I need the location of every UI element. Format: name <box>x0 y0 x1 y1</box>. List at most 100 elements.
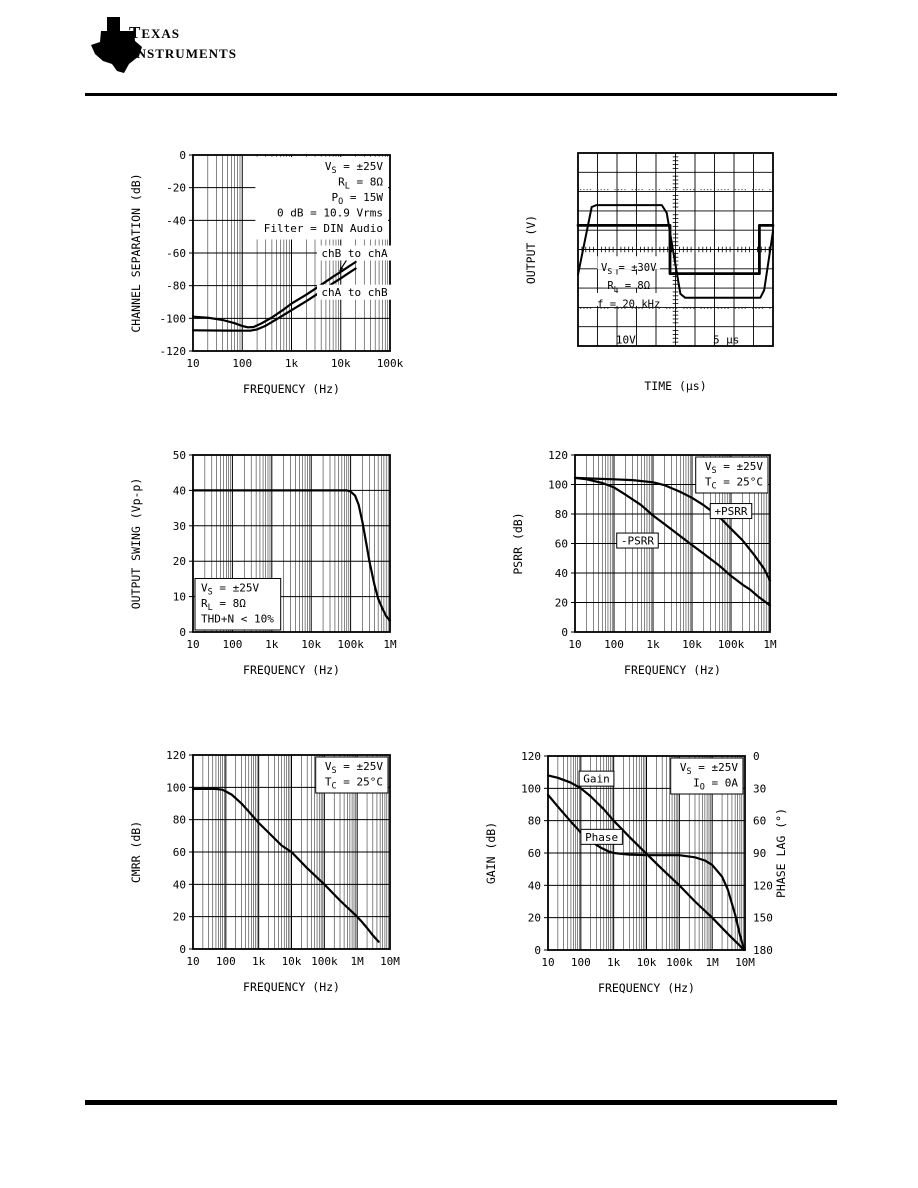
annotation-line: VS = ±25V <box>325 760 383 776</box>
y-tick-label: 0 <box>179 149 186 162</box>
annotation-box <box>315 756 389 794</box>
right-y-axis-title: PHASE LAG (°) <box>774 808 788 898</box>
chart-channel-separation: 0 -20 -40 -60 -80 -100 -120 10 100 1k 10k 100k FREQU… <box>120 140 412 412</box>
volt-scale-label: 10V <box>616 334 636 347</box>
y-axis-title: GAIN (dB) <box>484 822 498 884</box>
y-tick-label: 40 <box>173 878 186 891</box>
ti-logo: ti <box>91 17 142 73</box>
series-label: -PSRR <box>621 535 654 548</box>
header-rule <box>85 93 837 96</box>
y-tick-label: 40 <box>528 879 541 892</box>
curve-chB to chA <box>191 260 357 329</box>
right-y-tick-label: 120 <box>753 879 773 892</box>
y-tick-label: 100 <box>548 479 568 492</box>
annotation-line: VS = ±30V <box>601 262 657 276</box>
annotation-box <box>255 157 388 240</box>
annotation-line: TC = 25°C <box>325 776 383 792</box>
series-label-box <box>616 532 659 549</box>
annotation-line: f = 20 kHz <box>597 299 660 311</box>
y-tick-label: -20 <box>166 182 186 195</box>
y-tick-label: 60 <box>528 847 541 860</box>
y-axis-title: OUTPUT SWING (Vp-p) <box>129 478 143 610</box>
y-tick-label: 100 <box>166 781 186 794</box>
y-tick-label: 80 <box>528 815 541 828</box>
annotation-box <box>194 578 282 631</box>
x-axis-title: FREQUENCY (Hz) <box>598 981 695 995</box>
x-axis-title: TIME (μs) <box>644 379 706 393</box>
brand-line1: TEXAS <box>129 23 181 42</box>
brand-line2: INSTRUMENTS <box>129 43 237 62</box>
x-axis-title: FREQUENCY (Hz) <box>243 980 340 994</box>
x-tick-label: 100 <box>604 638 624 651</box>
y-tick-label: 120 <box>521 750 541 763</box>
y-tick-label: 0 <box>534 944 541 957</box>
y-tick-label: 40 <box>555 567 568 580</box>
time-scale-label: 5 μs <box>713 334 740 347</box>
series-label-box <box>580 828 623 845</box>
x-tick-label: 1k <box>285 357 299 370</box>
annotation-line: TC = 25°C <box>705 476 763 492</box>
annotation-line: RL = 8Ω <box>201 597 246 613</box>
y-axis-title: CHANNEL SEPARATION (dB) <box>129 173 143 332</box>
curve-Gain <box>546 774 745 952</box>
y-tick-label: 10 <box>173 591 186 604</box>
annotation-line: RL = 8Ω <box>338 176 383 192</box>
x-tick-label: 10k <box>301 638 321 651</box>
chart-cmrr: 120 100 80 60 40 20 0 10 100 1k 10k 100k 1M 10M FREQUE… <box>120 740 412 1002</box>
trace-input-square-wave <box>576 224 775 275</box>
x-tick-label: 100 <box>216 955 236 968</box>
series-label-box <box>316 284 392 300</box>
x-tick-label: 10k <box>331 357 351 370</box>
right-y-tick-label: 30 <box>753 782 766 795</box>
right-y-tick-label: 0 <box>753 750 760 763</box>
y-tick-label: 0 <box>179 626 186 639</box>
x-tick-label: 10 <box>541 956 554 969</box>
annotation-line: VS = ±25V <box>705 460 763 476</box>
x-tick-label: 10k <box>637 956 657 969</box>
x-tick-label: 1k <box>252 955 266 968</box>
y-tick-label: 50 <box>173 449 186 462</box>
x-tick-label: 10M <box>380 955 400 968</box>
y-tick-label: -40 <box>166 214 186 227</box>
y-tick-label: 0 <box>179 943 186 956</box>
x-tick-label: 1M <box>706 956 720 969</box>
right-y-tick-label: 150 <box>753 912 773 925</box>
annotation-line: PO = 15W <box>332 191 384 207</box>
x-tick-label: 100k <box>377 357 404 370</box>
x-tick-label: 10k <box>682 638 702 651</box>
x-tick-label: 10 <box>186 955 199 968</box>
chart-psrr: 120 100 80 60 40 20 0 10 100 1k 10k 100k 1M FREQUENCY… <box>502 440 794 698</box>
y-tick-label: 120 <box>166 749 186 762</box>
series-label: Phase <box>585 831 618 844</box>
y-tick-label: -100 <box>160 312 187 325</box>
x-tick-label: 1k <box>265 638 279 651</box>
brand-text: TEXAS INSTRUMENTS <box>129 24 237 61</box>
annotation-line: IO = 0A <box>693 777 738 793</box>
annotation-line: VS = ±25V <box>325 160 383 176</box>
series-label-box <box>578 770 615 787</box>
footer-rule <box>85 1100 837 1105</box>
y-tick-label: 100 <box>521 782 541 795</box>
annotation-box <box>695 456 769 494</box>
y-tick-label: 20 <box>555 597 568 610</box>
x-tick-label: 100 <box>222 638 242 651</box>
y-tick-label: 0 <box>561 626 568 639</box>
right-y-tick-label: 60 <box>753 815 766 828</box>
x-tick-label: 100k <box>337 638 364 651</box>
curve-output-swing <box>191 489 392 622</box>
leader-arrowhead <box>339 266 344 271</box>
y-tick-label: 80 <box>555 508 568 521</box>
y-tick-label: 20 <box>173 555 186 568</box>
annotation-line: VS = ±25V <box>201 582 259 598</box>
curve--PSRR <box>573 476 772 607</box>
x-tick-label: 100 <box>232 357 252 370</box>
x-axis-title: FREQUENCY (Hz) <box>243 382 340 396</box>
x-tick-label: 10 <box>186 638 199 651</box>
x-tick-label: 100k <box>666 956 693 969</box>
series-label: chB to chA <box>321 247 388 260</box>
series-label-box <box>709 503 753 520</box>
curve-chA to chB <box>191 267 357 332</box>
annotation-line: THD+N < 10% <box>201 613 274 626</box>
series-label: Gain <box>583 773 610 786</box>
